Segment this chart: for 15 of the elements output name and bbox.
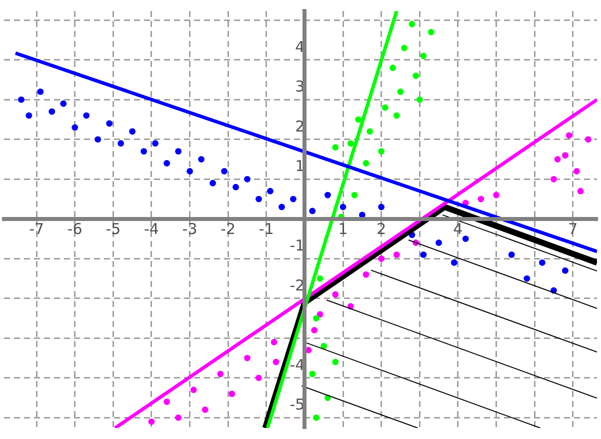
y-tick-label: -4 [290,356,305,374]
x-tick-label: -6 [67,220,82,238]
y-tick-label: 4 [295,38,305,56]
x-tick-label: 7 [568,220,578,238]
x-tick-label: -3 [182,220,198,238]
y-tick-label: -1 [290,236,305,255]
x-tick-label: -5 [106,220,121,238]
x-tick-label: -4 [144,220,159,238]
x-tick-label: -2 [220,220,236,238]
x-tick-label: 4 [453,220,463,238]
x-tick-label: 1 [338,220,348,238]
x-tick-label: -7 [29,220,44,238]
x-tick-label: 2 [376,220,386,238]
y-tick-label: 1 [295,157,305,176]
x-tick-label: -1 [258,220,274,238]
